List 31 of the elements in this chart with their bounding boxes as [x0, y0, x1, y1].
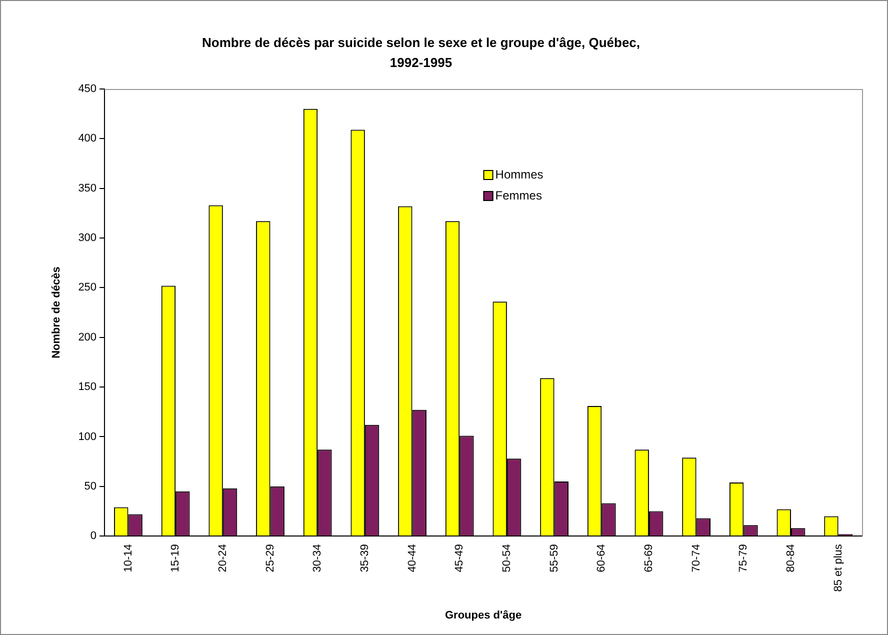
x-tick-label: 85 et plus: [832, 544, 844, 592]
x-tick-label: 30-34: [312, 544, 324, 572]
x-tick-label: 55-59: [548, 544, 560, 572]
x-tick-label: 65-69: [643, 544, 655, 572]
y-tick-label: 400: [78, 132, 97, 145]
chart-title: Nombre de décès par suicide selon le sexe et le groupe d'âge, Québec, 1992-1995: [200, 34, 642, 72]
y-tick-label: 250: [78, 282, 97, 294]
x-tick-label: 80-84: [785, 544, 798, 572]
x-tick-label: 60-64: [596, 544, 608, 572]
x-axis-title: Groupes d'âge: [444, 609, 522, 622]
x-tick-label: 75-79: [738, 544, 750, 572]
x-tick-label: 45-49: [454, 544, 466, 572]
x-tick-label: 50-54: [500, 544, 513, 572]
x-tick-label: 15-19: [170, 544, 182, 572]
x-tick-label: 10-14: [122, 544, 134, 572]
y-tick-label: 350: [78, 182, 97, 194]
y-axis-title: Nombre de décès: [50, 266, 63, 358]
x-tick-label: 35-39: [358, 544, 371, 572]
legend-label: Hommes: [495, 167, 544, 182]
x-tick-label: 25-29: [264, 544, 276, 572]
legend-label: Femmes: [495, 188, 542, 202]
x-tick-label: 40-44: [406, 544, 418, 572]
y-tick-label: 200: [78, 331, 97, 344]
y-tick-label: 300: [78, 232, 97, 244]
y-tick-label: 150: [78, 381, 97, 394]
y-tick-label: 50: [84, 480, 97, 492]
y-tick-label: 100: [78, 430, 97, 443]
x-tick-label: 20-24: [216, 544, 229, 572]
y-tick-label: 0: [90, 530, 97, 542]
y-tick-label: 450: [78, 83, 97, 96]
x-tick-label: 70-74: [690, 544, 702, 572]
